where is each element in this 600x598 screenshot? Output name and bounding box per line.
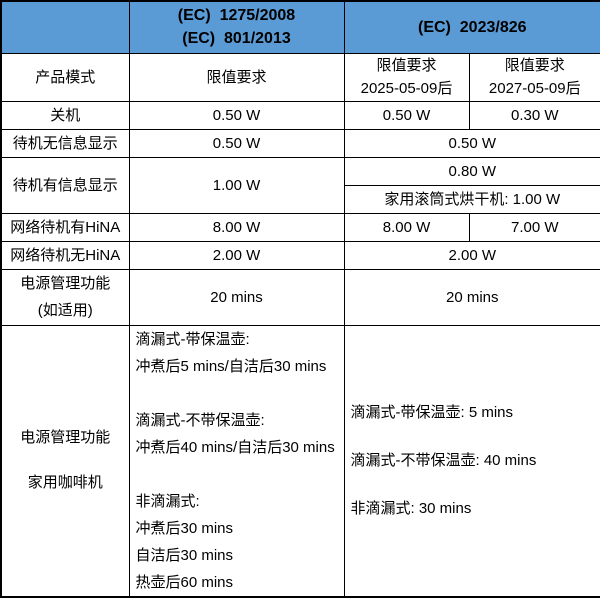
coffee-machine-old-rules: 滴漏式-带保温壶: 冲煮后5 mins/自洁后30 mins 滴漏式-不带保温壶… (128, 324, 345, 597)
header-new-regulation: (EC) 2023/826 (343, 0, 600, 54)
standby-no-info-old-limit: 0.50 W (128, 128, 345, 158)
row-standby-with-info: 待机有信息显示 1.00 W 0.80 W (0, 156, 600, 214)
standby-no-info-new-limit: 0.50 W (343, 128, 600, 158)
subheader-row: 产品模式 限值要求 限值要求 2025-05-09后 限值要求 2027-05-… (0, 52, 600, 102)
off-mode-label: 关机 (0, 100, 130, 130)
header-old-regulation: (EC) 1275/2008 (EC) 801/2013 (128, 0, 345, 54)
row-standby-no-info: 待机无信息显示 0.50 W 0.50 W (0, 128, 600, 158)
power-management-old-limit: 20 mins (128, 268, 345, 326)
standby-with-info-dryer-limit: 家用滚筒式烘干机: 1.00 W (343, 184, 600, 214)
network-standby-no-hina-label: 网络待机无HiNA (0, 240, 130, 270)
off-mode-old-limit: 0.50 W (128, 100, 345, 130)
row-coffee-machine: 电源管理功能 家用咖啡机 滴漏式-带保温壶: 冲煮后5 mins/自洁后30 m… (0, 324, 600, 597)
row-network-standby-hina: 网络待机有HiNA 8.00 W 8.00 W 7.00 W (0, 212, 600, 242)
row-network-standby-no-hina: 网络待机无HiNA 2.00 W 2.00 W (0, 240, 600, 270)
network-standby-hina-label: 网络待机有HiNA (0, 212, 130, 242)
off-mode-limit-2025: 0.50 W (343, 100, 470, 130)
network-standby-no-hina-new-limit: 2.00 W (343, 240, 600, 270)
subheader-limit-after-2027: 限值要求 2027-05-09后 (468, 52, 600, 102)
standby-with-info-label: 待机有信息显示 (0, 156, 130, 214)
standby-with-info-old-limit: 1.00 W (128, 156, 345, 214)
network-standby-hina-limit-2027: 7.00 W (468, 212, 600, 242)
power-management-label: 电源管理功能 (如适用) (0, 268, 130, 326)
network-standby-no-hina-old-limit: 2.00 W (128, 240, 345, 270)
row-standby-with-info-dryer: 家用滚筒式烘干机: 1.00 W (1, 184, 600, 214)
row-power-management: 电源管理功能 (如适用) 20 mins 20 mins (0, 268, 600, 326)
header-row: (EC) 1275/2008 (EC) 801/2013 (EC) 2023/8… (0, 0, 600, 54)
network-standby-hina-limit-2025: 8.00 W (343, 212, 470, 242)
power-management-new-limit: 20 mins (343, 268, 600, 326)
coffee-machine-new-rules: 滴漏式-带保温壶: 5 mins 滴漏式-不带保温壶: 40 mins 非滴漏式… (343, 324, 600, 597)
header-corner-cell (0, 0, 130, 54)
subheader-product-mode: 产品模式 (0, 52, 130, 102)
row-off-mode: 关机 0.50 W 0.50 W 0.30 W (0, 100, 600, 130)
subheader-limit-requirement: 限值要求 (128, 52, 345, 102)
standby-no-info-label: 待机无信息显示 (0, 128, 130, 158)
network-standby-hina-old-limit: 8.00 W (128, 212, 345, 242)
coffee-machine-label: 电源管理功能 家用咖啡机 (0, 324, 130, 597)
standby-with-info-new-general-limit: 0.80 W (343, 156, 600, 186)
off-mode-limit-2027: 0.30 W (468, 100, 600, 130)
subheader-limit-after-2025: 限值要求 2025-05-09后 (343, 52, 470, 102)
